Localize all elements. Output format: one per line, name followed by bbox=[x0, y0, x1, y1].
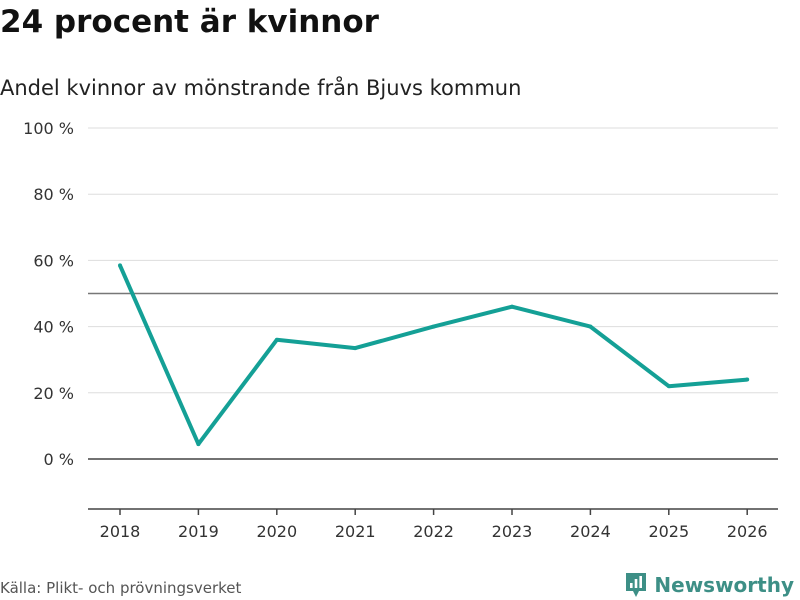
y-tick-label: 80 % bbox=[33, 185, 74, 204]
x-tick-label: 2024 bbox=[570, 522, 611, 541]
y-tick-label: 60 % bbox=[33, 251, 74, 270]
source-note: Källa: Plikt- och prövningsverket bbox=[0, 579, 242, 597]
y-axis-ticks: 0 % 20 % 40 % 60 % 80 % 100 % bbox=[23, 119, 74, 469]
y-tick-label: 0 % bbox=[44, 450, 74, 469]
data-point bbox=[118, 263, 122, 268]
data-point bbox=[745, 377, 750, 382]
series-layer bbox=[118, 263, 750, 447]
chart-subtitle: Andel kvinnor av mönstrande från Bjuvs k… bbox=[0, 76, 522, 100]
brand-logo: Newsworthy bbox=[624, 570, 794, 600]
x-tick-label: 2021 bbox=[335, 522, 376, 541]
x-tick-label: 2026 bbox=[727, 522, 768, 541]
newsworthy-logo-icon bbox=[626, 573, 647, 597]
x-tick-label: 2018 bbox=[100, 522, 141, 541]
x-tick-label: 2020 bbox=[256, 522, 297, 541]
series-line bbox=[118, 264, 748, 447]
data-point bbox=[196, 442, 201, 447]
data-point bbox=[274, 337, 279, 342]
data-point bbox=[510, 304, 514, 309]
x-tick-label: 2023 bbox=[492, 522, 533, 541]
chart-title: 24 procent är kvinnor bbox=[0, 4, 379, 40]
brand-name: Newsworthy bbox=[654, 573, 794, 597]
y-tick-label: 100 % bbox=[23, 119, 74, 138]
x-tick-label: 2025 bbox=[648, 522, 689, 541]
data-point bbox=[588, 324, 593, 329]
data-point bbox=[431, 324, 436, 329]
y-tick-label: 20 % bbox=[33, 384, 74, 403]
data-point bbox=[353, 346, 358, 351]
gridlines bbox=[88, 127, 778, 394]
y-tick-label: 40 % bbox=[33, 318, 74, 337]
reference-lines bbox=[88, 292, 778, 460]
x-tick-label: 2019 bbox=[178, 522, 219, 541]
x-tick-label: 2022 bbox=[413, 522, 454, 541]
data-point bbox=[666, 384, 671, 389]
x-axis: 2018 2019 2020 2021 2022 2023 2024 2025 2026 bbox=[88, 508, 778, 541]
